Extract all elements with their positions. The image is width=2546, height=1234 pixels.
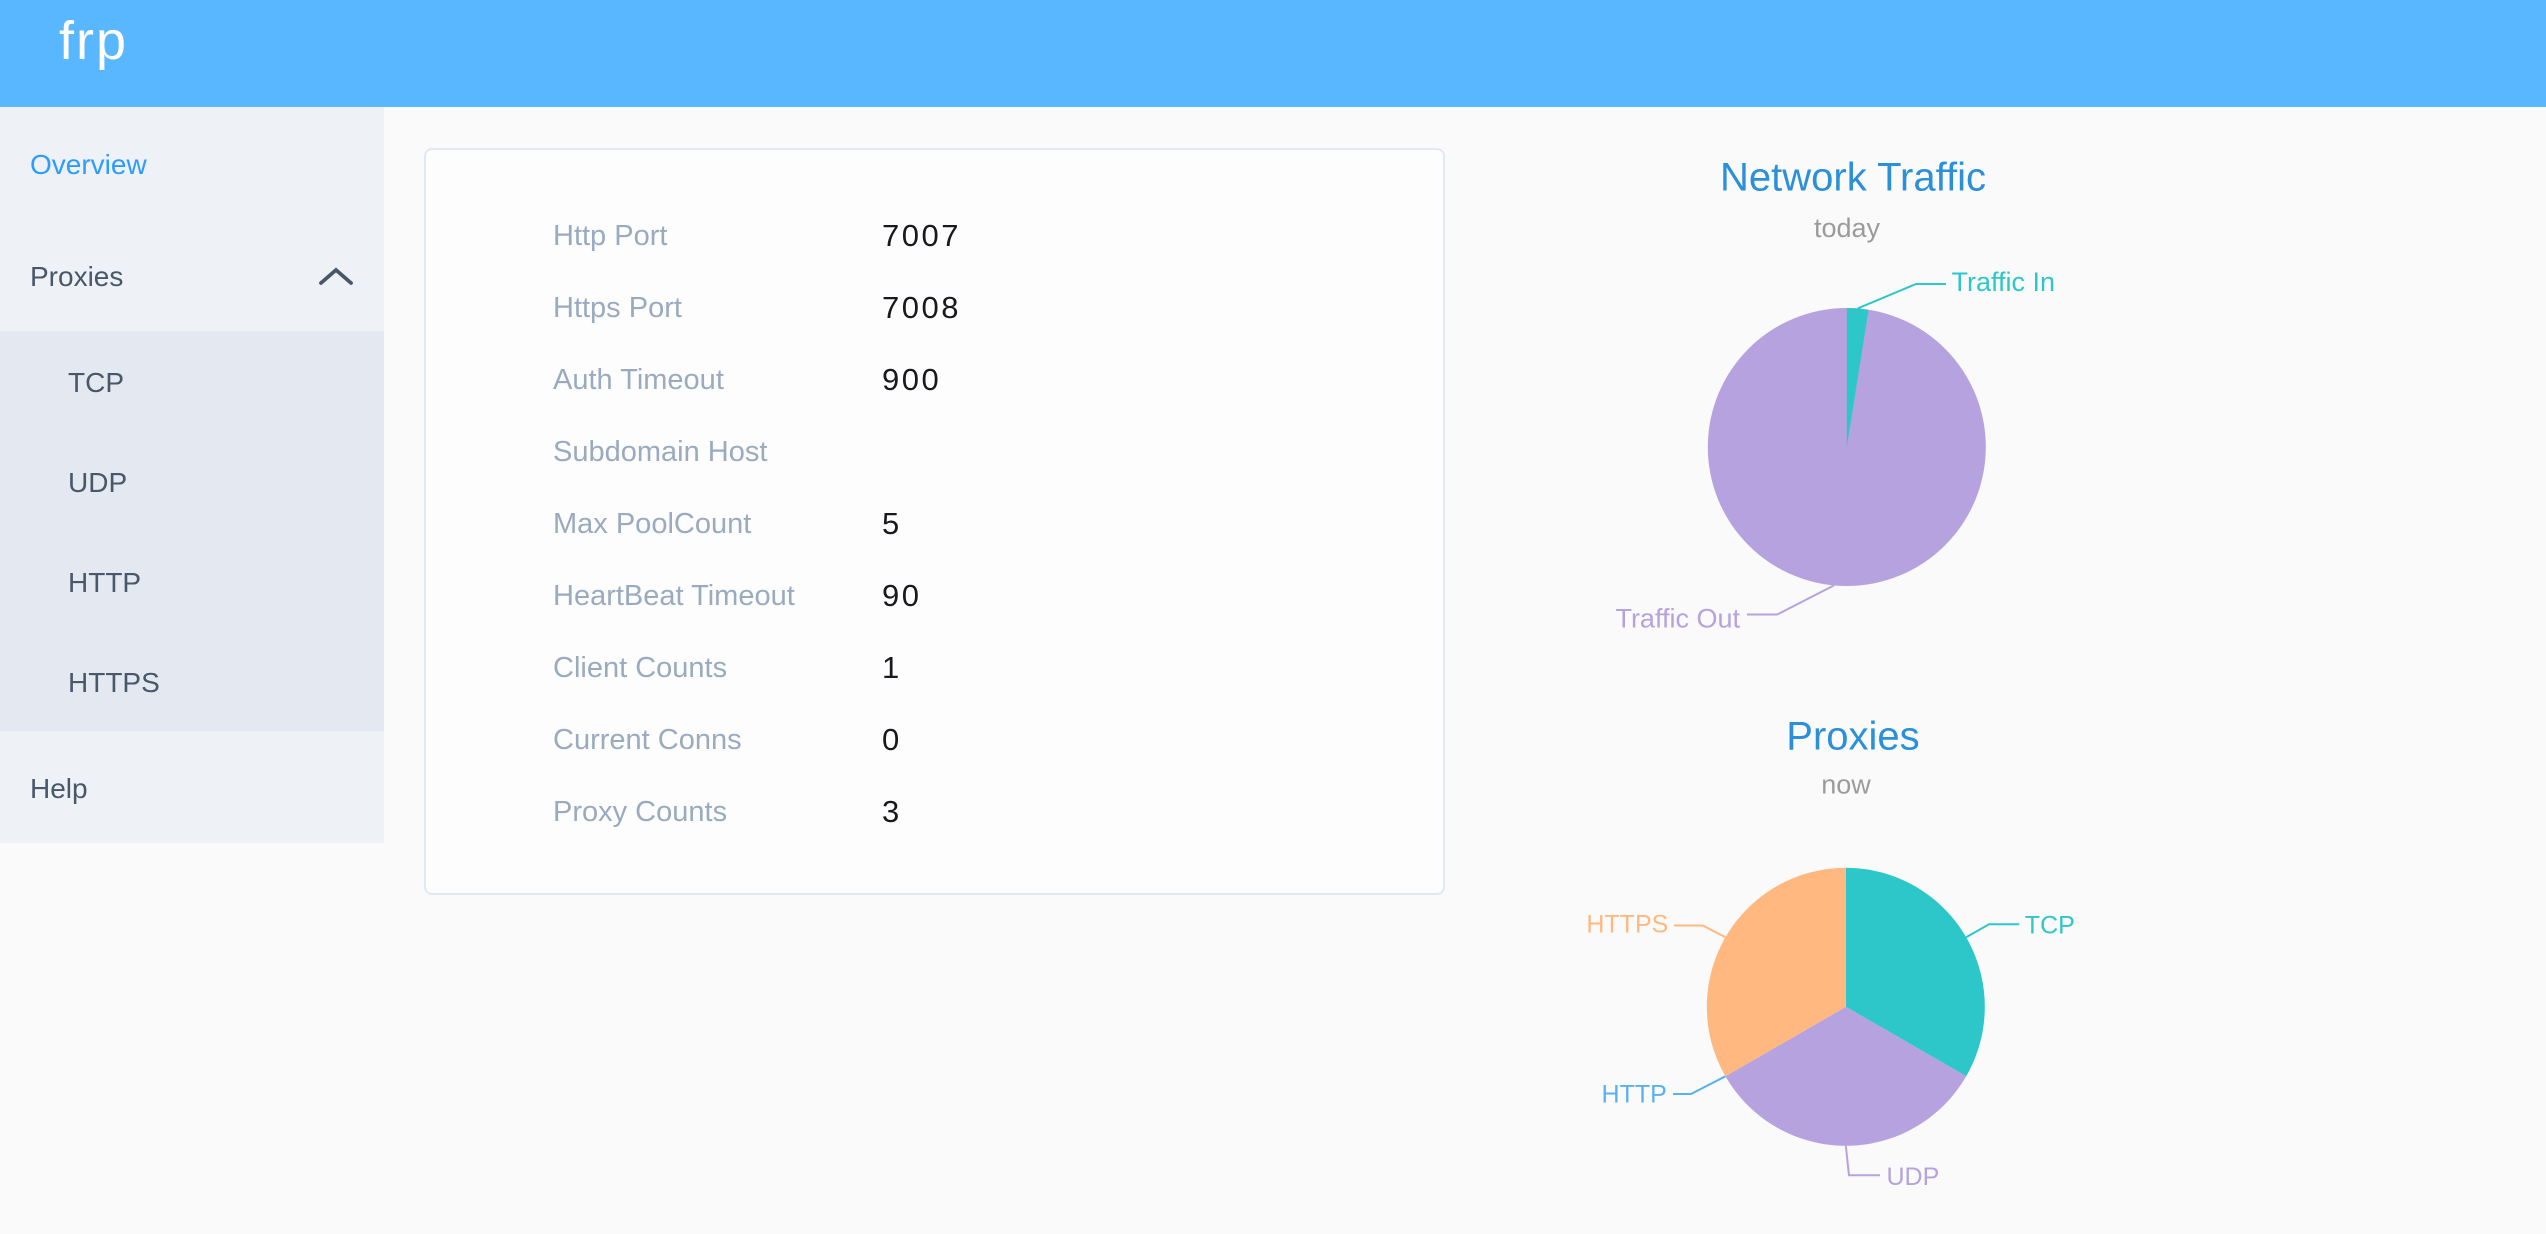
svg-text:UDP: UDP xyxy=(1887,1163,1940,1191)
svg-text:now: now xyxy=(1821,770,1871,800)
svg-text:Network Traffic: Network Traffic xyxy=(1720,156,1986,200)
svg-text:HTTP: HTTP xyxy=(1602,1081,1667,1109)
svg-text:HTTPS: HTTPS xyxy=(1586,911,1668,939)
svg-text:TCP: TCP xyxy=(2025,912,2075,940)
svg-text:Traffic Out: Traffic Out xyxy=(1615,604,1740,634)
svg-text:today: today xyxy=(1814,213,1881,243)
svg-text:Proxies: Proxies xyxy=(1786,715,1919,759)
svg-text:Traffic In: Traffic In xyxy=(1952,267,2056,297)
